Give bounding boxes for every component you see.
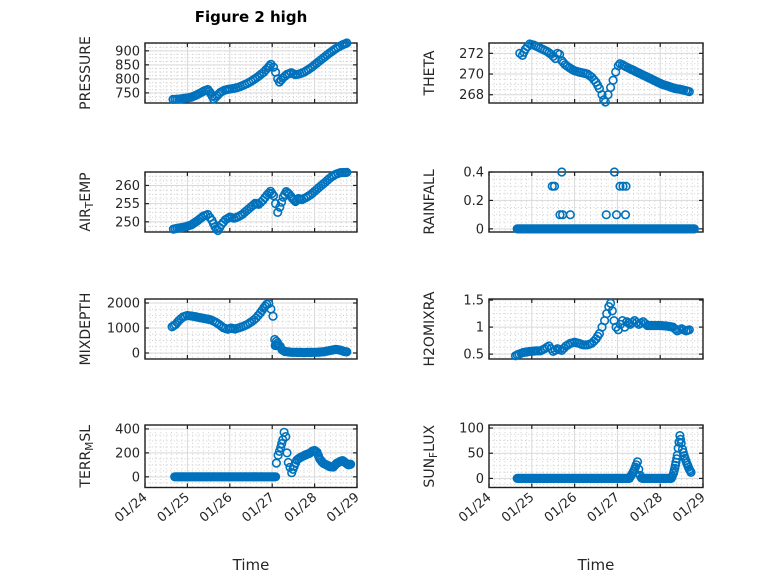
y-tick-label: 800 <box>115 72 140 87</box>
y-axis-label: MIXDEPTH <box>78 293 94 366</box>
x-tick-label: 01/25 <box>155 490 193 526</box>
tick-marks <box>488 43 704 103</box>
tick-marks <box>144 172 358 232</box>
x-tick-label: 01/29 <box>670 490 708 526</box>
x-tick-label: 01/28 <box>282 490 320 526</box>
y-tick-label: 0 <box>132 347 140 362</box>
markers <box>512 167 700 234</box>
y-tick-label: 0 <box>476 222 484 237</box>
axes-frame <box>488 424 704 489</box>
y-axis-label: H2OMIXRA <box>422 291 438 366</box>
markers <box>168 167 352 236</box>
y-tick-label: 1.5 <box>463 294 484 309</box>
subplot-sun-flux: 0 50 100 SUNFLUX 01/24 01/25 01/26 01/27 01/28 01… <box>422 422 709 526</box>
subplot-h2omixra: 0.5 1 1.5 H2OMIXRA <box>422 291 704 367</box>
x-tick-label: 01/29 <box>324 490 362 526</box>
x-tick-label: 01/28 <box>627 490 665 526</box>
y-tick-label: 0.5 <box>463 348 484 363</box>
x-tick-label: 01/27 <box>239 490 277 526</box>
axes-frame <box>144 424 358 489</box>
y-tick-label: 1000 <box>107 322 140 337</box>
figure-title: Figure 2 high <box>194 8 308 26</box>
subplot-air-temp: 250 255 260 AIRTEMP <box>78 167 358 236</box>
y-tick-label: 260 <box>115 179 140 194</box>
x-axis-label-right: Time <box>577 556 615 574</box>
minor-grid <box>145 299 357 359</box>
markers <box>170 427 356 482</box>
y-axis-label: RAINFALL <box>422 169 438 234</box>
x-tick-label: 01/26 <box>542 490 580 526</box>
subplot-mixdepth: 0 1000 2000 MIXDEPTH <box>78 293 358 366</box>
x-tick-label: 01/26 <box>197 490 235 526</box>
markers <box>510 298 694 361</box>
y-tick-label: 2000 <box>107 297 140 312</box>
axes-frame <box>144 42 358 104</box>
tick-marks <box>144 425 358 488</box>
y-tick-label: 250 <box>115 215 140 230</box>
axes-frame <box>488 42 704 104</box>
y-tick-label: 0 <box>476 472 484 487</box>
markers <box>515 39 694 107</box>
x-tick-label: 01/25 <box>499 490 537 526</box>
axes-frame <box>144 171 358 233</box>
x-tick-label: 01/24 <box>112 490 150 526</box>
x-tick-label: 01/24 <box>456 490 494 526</box>
y-tick-label: 255 <box>115 197 140 212</box>
y-tick-label: 1 <box>476 321 484 336</box>
markers <box>168 38 352 104</box>
y-tick-label: 0 <box>132 470 140 485</box>
y-tick-label: 0.4 <box>463 166 484 181</box>
y-axis-label: PRESSURE <box>78 36 94 110</box>
y-tick-label: 272 <box>459 47 484 62</box>
y-tick-label: 200 <box>115 446 140 461</box>
y-tick-label: 850 <box>115 58 140 73</box>
subplot-terr-msl: 0 200 400 TERRMSL 01/24 01/25 01/26 01/27 01/28 0… <box>78 422 363 525</box>
y-tick-label: 50 <box>467 447 484 462</box>
y-tick-label: 750 <box>115 86 140 101</box>
y-tick-label: 100 <box>459 422 484 437</box>
tick-marks <box>488 425 704 488</box>
y-tick-label: 900 <box>115 44 140 59</box>
subplot-rainfall: 0 0.2 0.4 RAINFALL <box>422 166 704 237</box>
y-axis-label: SUNFLUX <box>422 425 440 488</box>
x-axis-label-left: Time <box>232 556 270 574</box>
tick-marks <box>144 43 358 103</box>
y-axis-label: AIRTEMP <box>78 172 96 231</box>
y-tick-label: 400 <box>115 422 140 437</box>
y-tick-label: 268 <box>459 88 484 103</box>
axes-frame <box>144 298 358 360</box>
y-tick-label: 0.2 <box>463 194 484 209</box>
markers <box>512 431 696 484</box>
markers <box>167 298 352 358</box>
y-tick-label: 270 <box>459 68 484 83</box>
subplot-theta: 268 270 272 THETA <box>422 39 704 107</box>
x-tick-label: 01/27 <box>585 490 623 526</box>
y-axis-label: THETA <box>422 50 438 96</box>
y-axis-label: TERRMSL <box>78 425 96 489</box>
axes-frame <box>488 298 704 360</box>
